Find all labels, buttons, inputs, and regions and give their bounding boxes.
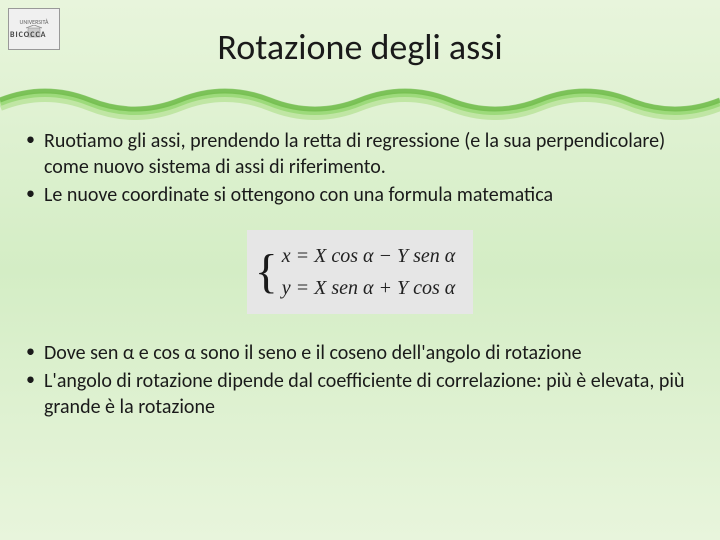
list-item: L'angolo di rotazione dipende dal coeffi… xyxy=(20,368,700,420)
formula-lines: x = X cos α − Y sen α y = X sen α + Y co… xyxy=(282,240,456,304)
formula-line-1: x = X cos α − Y sen α xyxy=(282,240,456,272)
list-item: Le nuove coordinate si ottengono con una… xyxy=(20,182,700,208)
formula-line-2: y = X sen α + Y cos α xyxy=(282,272,456,304)
bullet-list-bottom: Dove sen α e cos α sono il seno e il cos… xyxy=(20,340,700,420)
formula-box: { x = X cos α − Y sen α y = X sen α + Y … xyxy=(247,230,474,314)
brace-icon: { xyxy=(255,253,278,291)
list-item: Ruotiamo gli assi, prendendo la retta di… xyxy=(20,128,700,180)
bullet-group-top: Ruotiamo gli assi, prendendo la retta di… xyxy=(20,128,700,208)
page-title: Rotazione degli assi xyxy=(0,25,720,69)
list-item: Dove sen α e cos α sono il seno e il cos… xyxy=(20,340,700,366)
formula-container: { x = X cos α − Y sen α y = X sen α + Y … xyxy=(20,230,700,314)
decorative-wave xyxy=(0,82,720,120)
content-area: Ruotiamo gli assi, prendendo la retta di… xyxy=(20,128,700,438)
bullet-list-top: Ruotiamo gli assi, prendendo la retta di… xyxy=(20,128,700,208)
bullet-group-bottom: Dove sen α e cos α sono il seno e il cos… xyxy=(20,340,700,420)
